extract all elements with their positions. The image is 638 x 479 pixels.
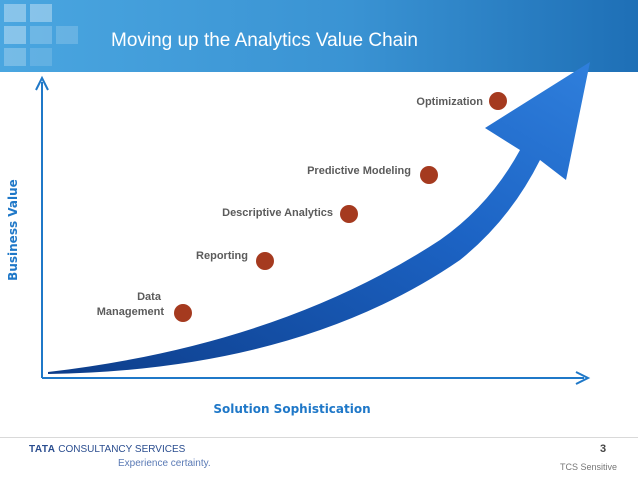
company-name: CONSULTANCY SERVICES bbox=[58, 444, 186, 455]
stage-label-descriptive-analytics: Descriptive Analytics bbox=[222, 207, 333, 219]
tata-logo-mark: TATA bbox=[29, 444, 56, 455]
stage-dot-predictive-modeling bbox=[420, 166, 438, 184]
company-tagline: Experience certainty. bbox=[118, 458, 211, 469]
x-axis-title: Solution Sophistication bbox=[213, 402, 370, 416]
stage-label-data-management: Data Management bbox=[97, 291, 165, 318]
stage-label-optimization: Optimization bbox=[416, 96, 483, 108]
page-number: 3 bbox=[600, 443, 607, 455]
stage-label-reporting: Reporting bbox=[196, 250, 248, 262]
sensitivity-label: TCS Sensitive bbox=[560, 462, 618, 472]
y-axis-arrowhead bbox=[35, 75, 49, 91]
slide-title: Moving up the Analytics Value Chain bbox=[111, 30, 418, 51]
stage-dot-data-management bbox=[174, 304, 192, 322]
y-axis-title: Business Value bbox=[6, 179, 20, 281]
stage-dot-reporting bbox=[256, 252, 274, 270]
growth-arrow bbox=[48, 62, 590, 374]
stage-dot-descriptive-analytics bbox=[340, 205, 358, 223]
slide-header: Moving up the Analytics Value Chain bbox=[0, 0, 638, 72]
tcs-logo: TATA CONSULTANCY SERVICES bbox=[29, 444, 185, 455]
footer-divider bbox=[0, 437, 638, 438]
x-axis-arrowhead bbox=[575, 371, 591, 385]
stage-label-predictive-modeling: Predictive Modeling bbox=[307, 165, 411, 177]
stage-dot-optimization bbox=[489, 92, 507, 110]
header-grid-decoration bbox=[0, 0, 90, 72]
